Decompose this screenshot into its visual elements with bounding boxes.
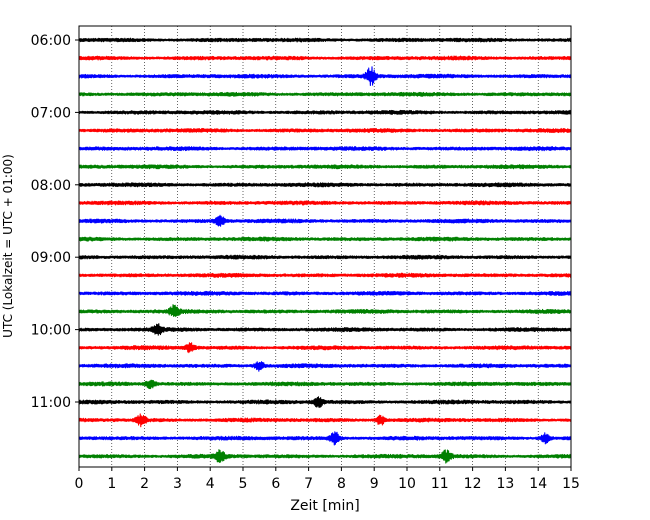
seismogram-trace-1145 [78, 449, 572, 464]
y-tick-label: 08:00 [31, 178, 71, 194]
x-tick-label: 10 [398, 476, 416, 492]
y-tick-label: 09:00 [31, 250, 71, 266]
seismogram-trace-1000 [78, 323, 572, 336]
seismogram-trace-0600 [78, 37, 572, 43]
seismogram-trace-1100 [78, 396, 572, 408]
x-tick-label: 6 [271, 476, 280, 492]
plot-frame [78, 25, 572, 468]
x-tick-label: 11 [431, 476, 449, 492]
x-tick-label: 1 [107, 476, 116, 492]
seismogram-trace-0630 [78, 66, 572, 87]
y-axis-ticks: 06:00 07:00 08:00 09:00 10:00 11:00 [31, 33, 79, 411]
x-tick-label: 15 [562, 476, 580, 492]
seismogram-traces [78, 37, 572, 464]
y-tick-label: 10:00 [31, 323, 71, 339]
plot-background [79, 26, 571, 467]
seismogram-trace-1115 [78, 413, 572, 428]
x-tick-label: 7 [304, 476, 313, 492]
seismogram-trace-0715 [78, 127, 572, 134]
x-tick-label: 12 [464, 476, 482, 492]
x-tick-label: 9 [370, 476, 379, 492]
seismogram-trace-1030 [78, 361, 572, 372]
seismogram-trace-0645 [78, 91, 572, 97]
seismogram-trace-0815 [78, 200, 572, 206]
x-tick-label: 13 [496, 476, 514, 492]
seismogram-trace-0845 [78, 236, 572, 242]
seismogram-trace-0830 [78, 214, 572, 227]
y-tick-label: 06:00 [31, 33, 71, 49]
x-tick-label: 2 [140, 476, 149, 492]
y-axis-label: UTC (Lokalzeit = UTC + 01:00) [1, 154, 15, 338]
x-tick-label: 8 [337, 476, 346, 492]
seismogram-trace-0930 [78, 290, 572, 297]
x-tick-label: 0 [75, 476, 84, 492]
seismogram-trace-0800 [78, 182, 572, 188]
x-tick-label: 5 [239, 476, 248, 492]
seismogram-trace-0700 [78, 109, 572, 115]
y-tick-label: 11:00 [31, 395, 71, 411]
x-tick-label: 4 [206, 476, 215, 492]
seismogram-trace-0900 [78, 254, 572, 260]
x-tick-label: 3 [173, 476, 182, 492]
x-axis-label: Zeit [min] [290, 498, 359, 514]
seismogram-trace-1015 [78, 342, 572, 354]
x-tick-label: 14 [529, 476, 547, 492]
seismogram-trace-0915 [78, 272, 572, 278]
seismogram-trace-1045 [78, 379, 572, 390]
seismogram-trace-1130 [78, 431, 572, 446]
seismogram-trace-0615 [78, 55, 572, 61]
x-axis-ticks: 0 1 2 3 4 5 6 7 8 9 10 11 12 13 14 15 [75, 467, 580, 492]
y-tick-label: 07:00 [31, 105, 71, 121]
seismogram-trace-0730 [78, 145, 572, 152]
seismogram-trace-0745 [78, 164, 572, 170]
seismogram-trace-0945 [78, 304, 572, 318]
